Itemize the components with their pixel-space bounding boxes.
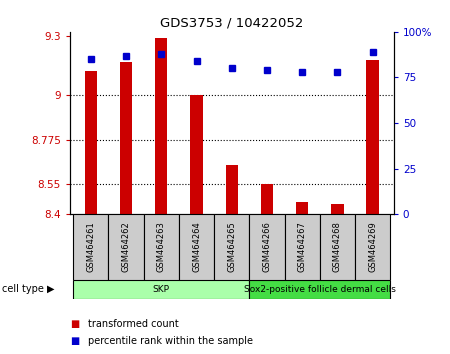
Bar [355, 214, 390, 280]
Text: transformed count: transformed count [88, 319, 179, 329]
Bar [225, 165, 238, 214]
Text: cell type ▶: cell type ▶ [2, 284, 55, 295]
Bar [73, 280, 249, 299]
Bar [190, 95, 202, 214]
Bar [261, 184, 273, 214]
Text: GSM464264: GSM464264 [192, 222, 201, 272]
Text: GSM464261: GSM464261 [86, 222, 95, 272]
Bar [120, 62, 132, 214]
Text: ■: ■ [70, 319, 79, 329]
Text: GSM464269: GSM464269 [368, 222, 377, 272]
Text: SKP: SKP [153, 285, 170, 294]
Bar [214, 214, 249, 280]
Title: GDS3753 / 10422052: GDS3753 / 10422052 [160, 16, 303, 29]
Bar [249, 280, 390, 299]
Bar [249, 214, 284, 280]
Bar [73, 214, 108, 280]
Bar [331, 204, 343, 214]
Bar [366, 59, 379, 214]
Text: GSM464262: GSM464262 [122, 222, 130, 272]
Bar [144, 214, 179, 280]
Bar [108, 214, 144, 280]
Text: GSM464265: GSM464265 [227, 222, 236, 272]
Text: GSM464263: GSM464263 [157, 222, 166, 272]
Bar [179, 214, 214, 280]
Text: GSM464267: GSM464267 [298, 222, 307, 272]
Bar [85, 72, 97, 214]
Bar [320, 214, 355, 280]
Text: GSM464266: GSM464266 [262, 222, 271, 272]
Bar [296, 202, 308, 214]
Bar [284, 214, 320, 280]
Text: GSM464268: GSM464268 [333, 222, 342, 272]
Text: ■: ■ [70, 336, 79, 346]
Text: Sox2-positive follicle dermal cells: Sox2-positive follicle dermal cells [244, 285, 396, 294]
Bar [155, 38, 167, 214]
Text: percentile rank within the sample: percentile rank within the sample [88, 336, 253, 346]
